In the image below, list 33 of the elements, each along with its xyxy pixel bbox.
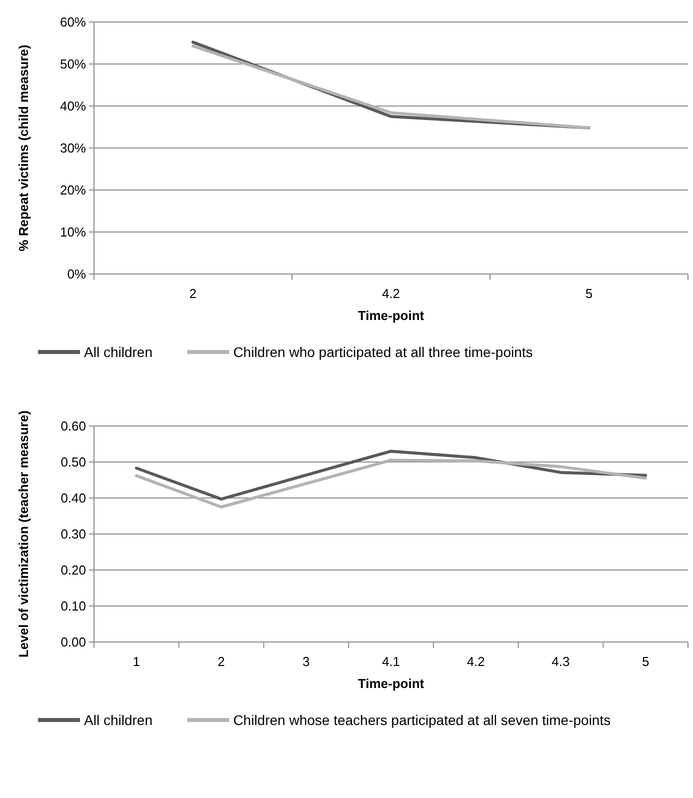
legend-label: All children bbox=[84, 712, 152, 728]
y-tick-label: 50% bbox=[60, 56, 86, 72]
x-tick-label: 5 bbox=[585, 286, 593, 301]
x-tick-label: 4.2 bbox=[466, 654, 485, 669]
x-tick-label: 1 bbox=[132, 654, 140, 669]
y-tick-label: 0.20 bbox=[60, 562, 86, 578]
x-tick-label: 4.2 bbox=[382, 286, 400, 301]
y-tick-label: 30% bbox=[60, 140, 86, 156]
y-axis-title: Level of victimization (teacher measure) bbox=[16, 410, 31, 658]
x-tick-label: 4.3 bbox=[552, 654, 570, 669]
legend-label: Children whose teachers participated at all seven time-points bbox=[233, 712, 611, 728]
x-tick-label: 4.1 bbox=[382, 654, 400, 669]
y-tick-label: 0.00 bbox=[60, 634, 86, 650]
y-tick-label: 0.60 bbox=[60, 418, 86, 434]
y-tick-label: 0.30 bbox=[60, 526, 86, 542]
y-tick-label: 40% bbox=[60, 98, 86, 114]
y-tick-label: 60% bbox=[60, 14, 86, 30]
y-axis-title: % Repeat victims (child measure) bbox=[16, 44, 31, 252]
legend-label: Children who participated at all three time-points bbox=[233, 344, 533, 360]
x-tick-label: 5 bbox=[642, 654, 650, 669]
y-tick-label: 20% bbox=[60, 182, 86, 198]
y-tick-label: 0.40 bbox=[60, 490, 86, 506]
y-tick-label: 0.50 bbox=[60, 454, 86, 470]
x-tick-label: 3 bbox=[302, 654, 310, 669]
line-series bbox=[134, 458, 648, 508]
x-tick-label: 2 bbox=[218, 654, 225, 669]
y-tick-label: 0.10 bbox=[60, 598, 86, 614]
legend-label: All children bbox=[84, 344, 152, 360]
x-axis-title: Time-point bbox=[358, 308, 425, 323]
x-tick-label: 2 bbox=[189, 286, 197, 301]
y-tick-label: 0% bbox=[67, 266, 86, 282]
y-tick-label: 10% bbox=[60, 224, 86, 240]
x-axis-title: Time-point bbox=[358, 676, 425, 691]
